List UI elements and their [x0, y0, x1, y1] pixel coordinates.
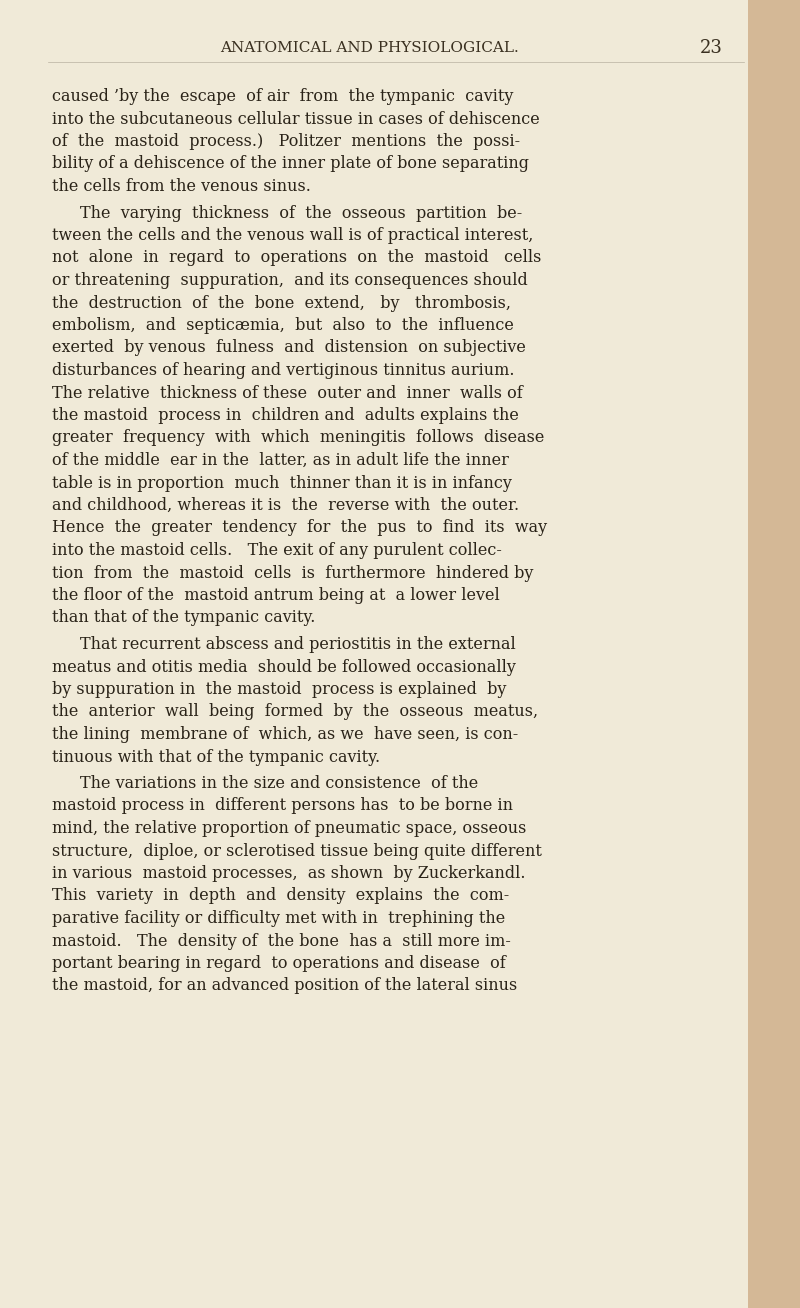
- Text: exerted  by venous  fulness  and  distension  on subjective: exerted by venous fulness and distension…: [52, 340, 526, 357]
- Text: the  destruction  of  the  bone  extend,   by   thrombosis,: the destruction of the bone extend, by t…: [52, 294, 511, 311]
- Text: 23: 23: [700, 39, 723, 58]
- Text: table is in proportion  much  thinner than it is in infancy: table is in proportion much thinner than…: [52, 475, 512, 492]
- Text: tion  from  the  mastoid  cells  is  furthermore  hindered by: tion from the mastoid cells is furthermo…: [52, 565, 534, 582]
- Text: into the subcutaneous cellular tissue in cases of dehiscence: into the subcutaneous cellular tissue in…: [52, 110, 540, 127]
- Text: the floor of the  mastoid antrum being at  a lower level: the floor of the mastoid antrum being at…: [52, 587, 500, 604]
- Text: into the mastoid cells.   The exit of any purulent collec-: into the mastoid cells. The exit of any …: [52, 542, 502, 559]
- Text: embolism,  and  septicæmia,  but  also  to  the  influence: embolism, and septicæmia, but also to th…: [52, 317, 514, 334]
- Text: the mastoid  process in  children and  adults explains the: the mastoid process in children and adul…: [52, 407, 519, 424]
- Text: disturbances of hearing and vertiginous tinnitus aurium.: disturbances of hearing and vertiginous …: [52, 362, 514, 379]
- Text: Hence  the  greater  tendency  for  the  pus  to  find  its  way: Hence the greater tendency for the pus t…: [52, 519, 547, 536]
- Text: The  varying  thickness  of  the  osseous  partition  be-: The varying thickness of the osseous par…: [80, 204, 522, 221]
- Text: or threatening  suppuration,  and its consequences should: or threatening suppuration, and its cons…: [52, 272, 528, 289]
- Text: not  alone  in  regard  to  operations  on  the  mastoid   cells: not alone in regard to operations on the…: [52, 250, 542, 267]
- Text: the mastoid, for an advanced position of the lateral sinus: the mastoid, for an advanced position of…: [52, 977, 518, 994]
- Text: This  variety  in  depth  and  density  explains  the  com-: This variety in depth and density explai…: [52, 888, 510, 905]
- Text: meatus and otitis media  should be followed occasionally: meatus and otitis media should be follow…: [52, 658, 516, 675]
- Text: and childhood, whereas it is  the  reverse with  the outer.: and childhood, whereas it is the reverse…: [52, 497, 519, 514]
- Text: portant bearing in regard  to operations and disease  of: portant bearing in regard to operations …: [52, 955, 506, 972]
- Text: structure,  diploe, or sclerotised tissue being quite different: structure, diploe, or sclerotised tissue…: [52, 842, 542, 859]
- Text: the lining  membrane of  which, as we  have seen, is con-: the lining membrane of which, as we have…: [52, 726, 518, 743]
- Text: in various  mastoid processes,  as shown  by Zuckerkandl.: in various mastoid processes, as shown b…: [52, 865, 526, 882]
- Text: That recurrent abscess and periostitis in the external: That recurrent abscess and periostitis i…: [80, 636, 516, 653]
- Text: the  anterior  wall  being  formed  by  the  osseous  meatus,: the anterior wall being formed by the os…: [52, 704, 538, 721]
- Text: ANATOMICAL AND PHYSIOLOGICAL.: ANATOMICAL AND PHYSIOLOGICAL.: [220, 41, 518, 55]
- Bar: [748, 0, 800, 1308]
- Text: The relative  thickness of these  outer and  inner  walls of: The relative thickness of these outer an…: [52, 385, 522, 402]
- Text: mastoid process in  different persons has  to be borne in: mastoid process in different persons has…: [52, 798, 513, 815]
- Text: greater  frequency  with  which  meningitis  follows  disease: greater frequency with which meningitis …: [52, 429, 544, 446]
- Text: mastoid.   The  density of  the bone  has a  still more im-: mastoid. The density of the bone has a s…: [52, 933, 511, 950]
- Text: caused ’by the  escape  of air  from  the tympanic  cavity: caused ’by the escape of air from the ty…: [52, 88, 514, 105]
- Text: by suppuration in  the mastoid  process is explained  by: by suppuration in the mastoid process is…: [52, 681, 506, 698]
- Text: parative facility or difficulty met with in  trephining the: parative facility or difficulty met with…: [52, 910, 506, 927]
- Text: The variations in the size and consistence  of the: The variations in the size and consisten…: [80, 776, 478, 793]
- Text: tinuous with that of the tympanic cavity.: tinuous with that of the tympanic cavity…: [52, 748, 380, 765]
- Text: of  the  mastoid  process.)   Politzer  mentions  the  possi-: of the mastoid process.) Politzer mentio…: [52, 133, 520, 150]
- Text: tween the cells and the venous wall is of practical interest,: tween the cells and the venous wall is o…: [52, 228, 534, 245]
- Text: mind, the relative proportion of pneumatic space, osseous: mind, the relative proportion of pneumat…: [52, 820, 526, 837]
- Text: of the middle  ear in the  latter, as in adult life the inner: of the middle ear in the latter, as in a…: [52, 453, 509, 470]
- Text: bility of a dehiscence of the inner plate of bone separating: bility of a dehiscence of the inner plat…: [52, 156, 529, 173]
- Text: the cells from the venous sinus.: the cells from the venous sinus.: [52, 178, 311, 195]
- Text: than that of the tympanic cavity.: than that of the tympanic cavity.: [52, 610, 315, 627]
